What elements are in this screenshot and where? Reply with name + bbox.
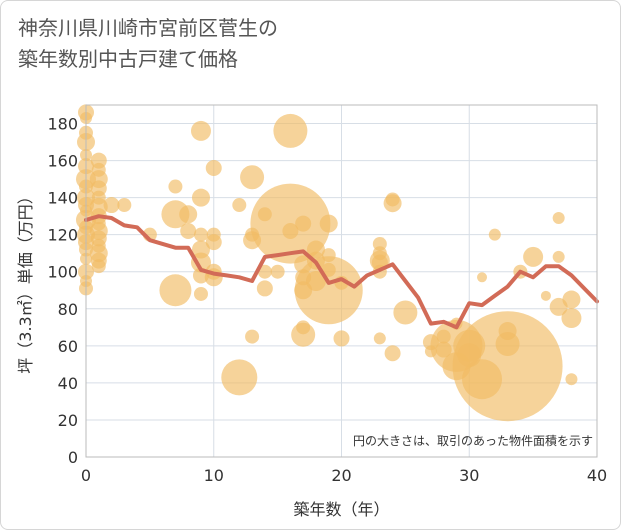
bubble-78 — [294, 256, 363, 325]
bubble-35 — [117, 198, 132, 213]
y-tick-label-80: 80 — [58, 300, 78, 319]
bubble-59 — [245, 329, 260, 344]
bubble-39 — [159, 274, 192, 307]
y-tick-label-40: 40 — [58, 374, 78, 393]
bubble-104 — [452, 311, 563, 422]
trend-line-series — [84, 214, 599, 330]
bubble-87 — [373, 332, 386, 345]
bubble-109 — [540, 290, 551, 301]
bubble-106 — [498, 322, 517, 341]
average-price-line — [84, 214, 599, 330]
bubble-76 — [319, 214, 338, 233]
bubble-108 — [523, 246, 544, 267]
bubble-40 — [179, 205, 198, 224]
bubble-115 — [565, 373, 578, 386]
bubble-37 — [168, 179, 183, 194]
y-tick-label-60: 60 — [58, 337, 78, 356]
bubble-61 — [257, 264, 272, 279]
bubble-103 — [488, 228, 501, 241]
bubble-113 — [562, 290, 581, 309]
bubble-54 — [232, 198, 247, 213]
x-tick-label-10: 10 — [204, 466, 224, 485]
chart-title: 神奈川県川崎市宮前区菅生の 築年数別中古戸建て価格 — [18, 13, 278, 75]
bubble-91 — [393, 300, 418, 325]
bubble-41 — [180, 222, 197, 239]
bubble-42 — [190, 120, 211, 141]
bubble-56 — [240, 165, 265, 190]
x-axis-ticks: 0 10 20 30 40 — [81, 466, 607, 485]
x-tick-label-0: 0 — [81, 466, 91, 485]
x-tick-label-30: 30 — [459, 466, 479, 485]
y-axis-ticks: 0 20 40 60 80 100 120 140 160 180 — [47, 115, 78, 467]
bubble-114 — [561, 308, 582, 329]
y-tick-label-180: 180 — [47, 115, 78, 134]
y-tick-label-140: 140 — [47, 189, 78, 208]
y-tick-label-120: 120 — [47, 226, 78, 245]
bubble-102 — [477, 272, 488, 283]
bubble-48 — [193, 286, 208, 301]
bubble-111 — [552, 250, 565, 263]
bubble-105 — [495, 331, 520, 356]
y-axis-title: 坪（3.3㎡）単価（万円） — [16, 188, 35, 373]
bubble-66 — [282, 222, 299, 239]
y-tick-label-100: 100 — [47, 263, 78, 282]
bubble-72 — [291, 322, 316, 347]
x-tick-label-40: 40 — [587, 466, 607, 485]
bubble-89 — [383, 194, 402, 213]
bubble-79 — [321, 262, 336, 277]
y-tick-label-20: 20 — [58, 411, 78, 430]
x-tick-label-20: 20 — [331, 466, 351, 485]
bubble-34 — [103, 197, 120, 214]
bubble-55 — [221, 359, 258, 396]
bubble-38 — [161, 200, 190, 229]
bubble-62 — [256, 280, 273, 297]
bubble-33 — [91, 259, 106, 274]
bubble-size-note: 円の大きさは、取引のあった物件面積を示す — [353, 433, 593, 448]
bubble-series — [76, 104, 582, 422]
chart-title-line-1: 神奈川県川崎市宮前区菅生の — [18, 16, 278, 40]
chart-title-line-2: 築年数別中古戸建て価格 — [18, 47, 238, 71]
bubble-67 — [295, 215, 312, 232]
bubble-44 — [193, 227, 208, 242]
bubble-51 — [205, 234, 222, 251]
bubble-49 — [205, 159, 222, 176]
bubble-64 — [273, 113, 308, 148]
bubble-63 — [270, 264, 285, 279]
x-axis-title: 築年数（年） — [293, 500, 389, 519]
bubble-110 — [552, 212, 565, 225]
plot-area-border — [85, 104, 598, 458]
bubble-90 — [384, 345, 401, 362]
y-tick-label-160: 160 — [47, 152, 78, 171]
y-tick-label-0: 0 — [68, 448, 78, 467]
bubble-43 — [191, 188, 210, 207]
bubble-80 — [333, 330, 350, 347]
